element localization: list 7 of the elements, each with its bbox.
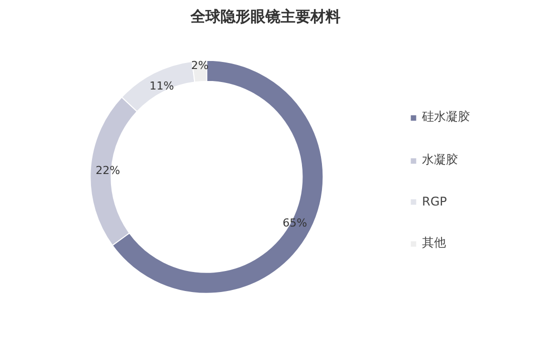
data-label: 22% [96, 164, 120, 177]
legend-label: RGP [422, 194, 447, 208]
data-label: 11% [150, 80, 174, 93]
legend-label: 其他 [422, 234, 446, 252]
chart-title: 全球隐形眼镜主要材料 [190, 8, 340, 26]
legend-label: 水凝胶 [422, 152, 458, 168]
legend-label: 硅水凝胶 [422, 108, 470, 126]
